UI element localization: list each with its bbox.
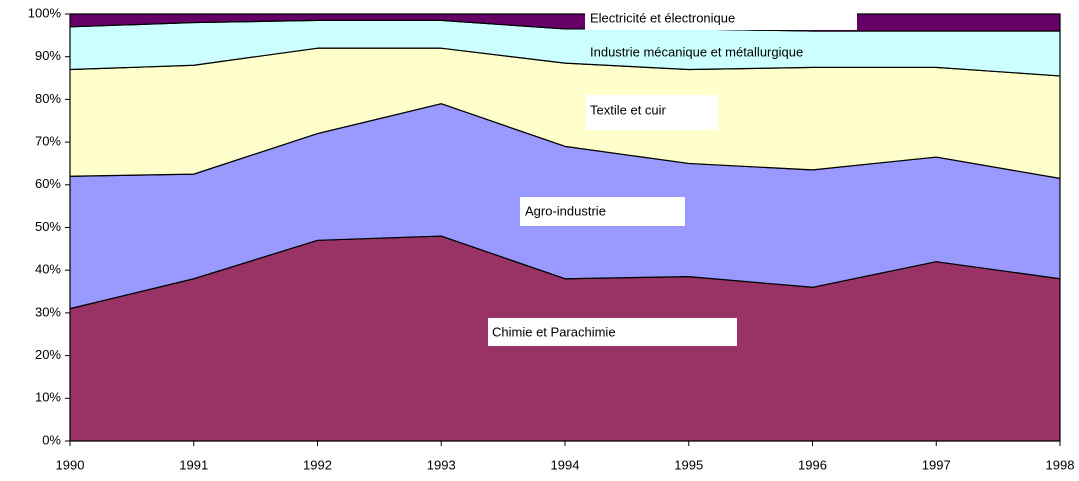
- y-tick-label: 20%: [35, 347, 61, 362]
- y-tick-label: 60%: [35, 176, 61, 191]
- x-tick-label: 1995: [674, 457, 703, 472]
- y-tick-label: 10%: [35, 390, 61, 405]
- x-tick-label: 1996: [798, 457, 827, 472]
- y-tick-label: 90%: [35, 48, 61, 63]
- label-box: [520, 197, 685, 226]
- x-tick-label: 1991: [179, 457, 208, 472]
- y-tick-label: 30%: [35, 304, 61, 319]
- x-tick-label: 1994: [551, 457, 580, 472]
- series-label: Electricité et électronique: [590, 10, 735, 25]
- series-label: Agro-industrie: [525, 203, 606, 218]
- series-label: Industrie mécanique et métallurgique: [590, 44, 803, 59]
- y-tick-label: 70%: [35, 134, 61, 149]
- y-tick-label: 40%: [35, 262, 61, 277]
- series-label: Chimie et Parachimie: [492, 324, 616, 339]
- y-tick-label: 100%: [28, 5, 62, 20]
- label-box: [488, 318, 737, 346]
- y-tick-label: 80%: [35, 91, 61, 106]
- x-tick-label: 1998: [1046, 457, 1075, 472]
- x-tick-label: 1993: [427, 457, 456, 472]
- series-label: Textile et cuir: [590, 102, 667, 117]
- label-box: [585, 8, 857, 30]
- x-tick-label: 1997: [922, 457, 951, 472]
- x-tick-label: 1990: [56, 457, 85, 472]
- x-tick-label: 1992: [303, 457, 332, 472]
- y-tick-label: 0%: [42, 432, 61, 447]
- y-tick-label: 50%: [35, 219, 61, 234]
- label-box: [585, 95, 718, 130]
